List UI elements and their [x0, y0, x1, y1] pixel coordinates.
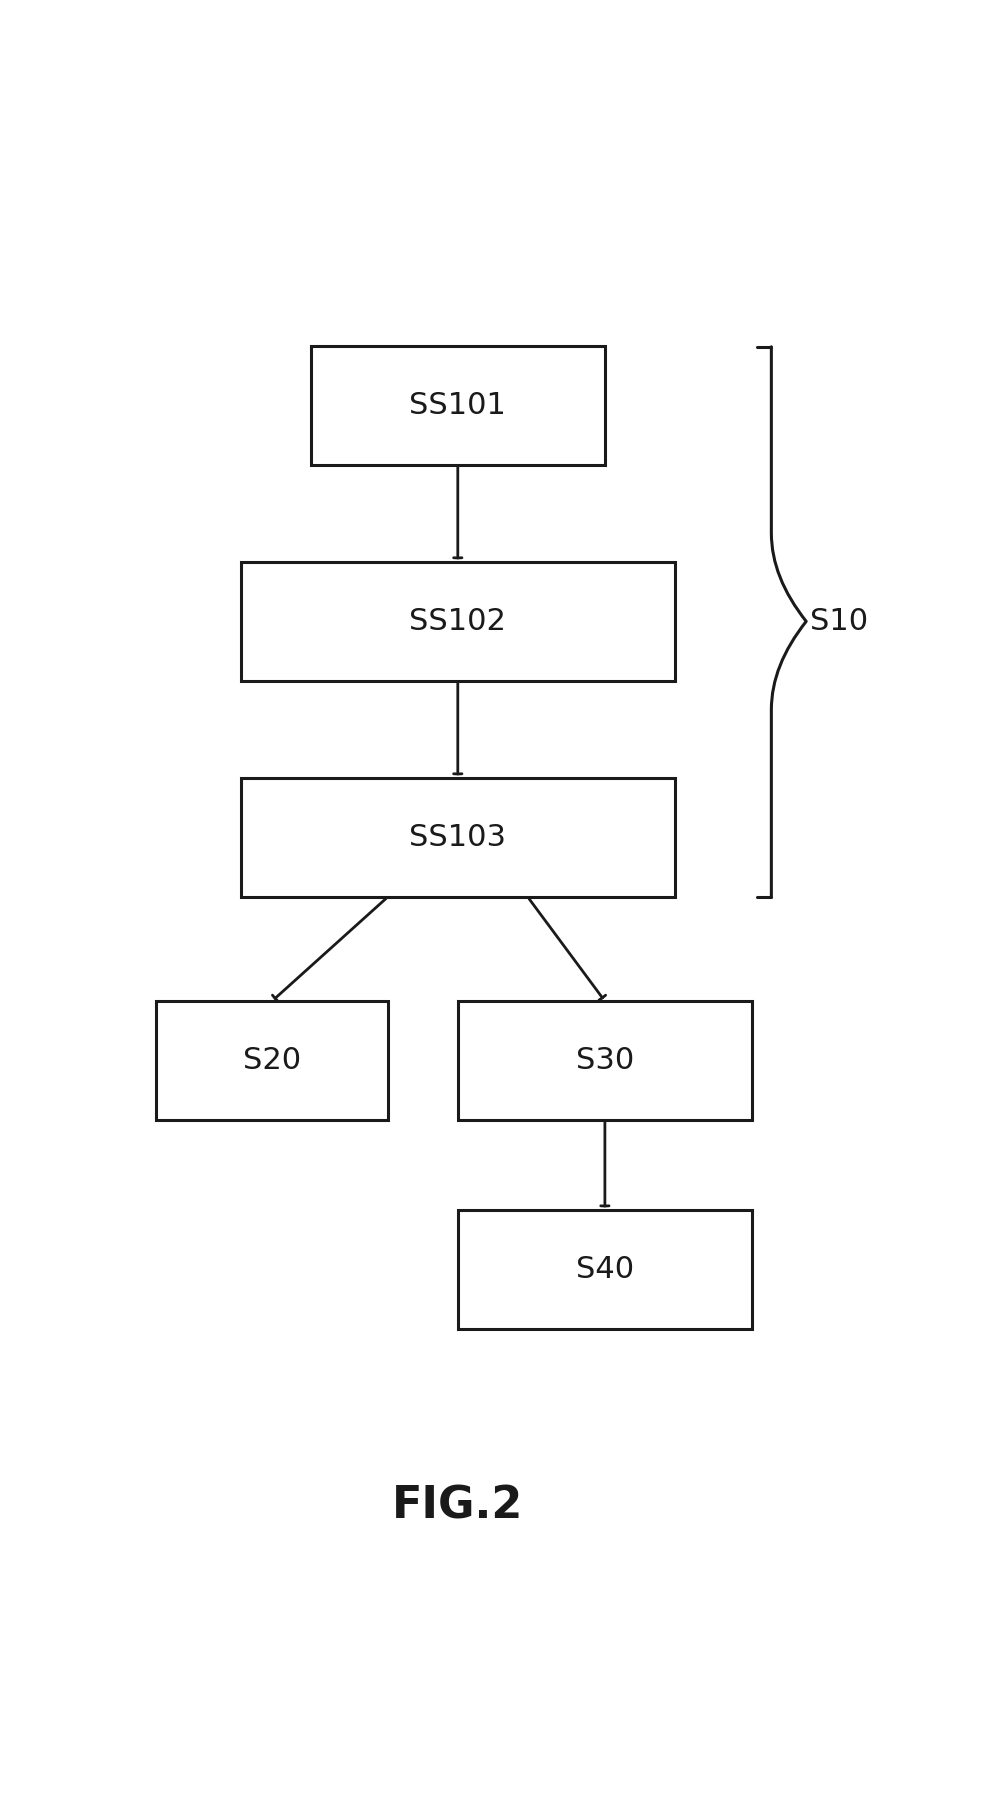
Text: SS101: SS101 — [410, 391, 506, 420]
Text: SS103: SS103 — [410, 824, 506, 853]
Text: SS102: SS102 — [410, 606, 506, 635]
Bar — [458, 1001, 752, 1120]
Text: FIG.2: FIG.2 — [392, 1484, 523, 1528]
Bar — [311, 346, 605, 465]
Bar — [458, 1211, 752, 1329]
Bar — [156, 1001, 388, 1120]
Text: S40: S40 — [575, 1254, 634, 1283]
Text: S20: S20 — [243, 1046, 301, 1075]
Text: S30: S30 — [575, 1046, 634, 1075]
Bar — [241, 778, 674, 896]
Bar — [241, 563, 674, 681]
Text: S10: S10 — [810, 606, 868, 635]
